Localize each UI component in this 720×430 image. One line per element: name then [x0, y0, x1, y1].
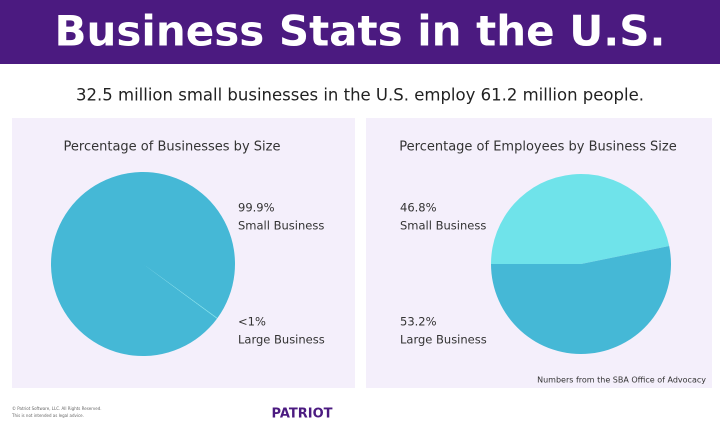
- copyright: © Patriot Software, LLC. All Rights Rese…: [12, 406, 102, 411]
- value-label: 53.2%: [400, 315, 437, 329]
- brand: PATRIOT: [271, 407, 332, 422]
- pie-slice: [143, 264, 218, 319]
- category-label: Large Business: [238, 333, 325, 347]
- disclaimer: This is not intended as legal advice.: [11, 413, 84, 418]
- value-label: <1%: [238, 315, 266, 329]
- header-band: [0, 0, 720, 64]
- category-label: Small Business: [400, 219, 486, 233]
- pie-slice: [50, 172, 235, 357]
- value-label: 46.8%: [400, 201, 437, 215]
- chart-title: Percentage of Businesses by Size: [64, 140, 281, 155]
- header-title: Business Stats in the U.S.: [55, 7, 666, 56]
- category-label: Large Business: [400, 333, 487, 347]
- chart-title: Percentage of Employees by Business Size: [399, 140, 676, 155]
- subtitle: 32.5 million small businesses in the U.S…: [76, 86, 644, 105]
- pie-slice: [491, 174, 670, 264]
- source-note: Numbers from the SBA Office of Advocacy: [537, 376, 706, 385]
- category-label: Small Business: [238, 219, 324, 233]
- value-label: 99.9%: [238, 201, 275, 215]
- pie-slice: [491, 246, 671, 355]
